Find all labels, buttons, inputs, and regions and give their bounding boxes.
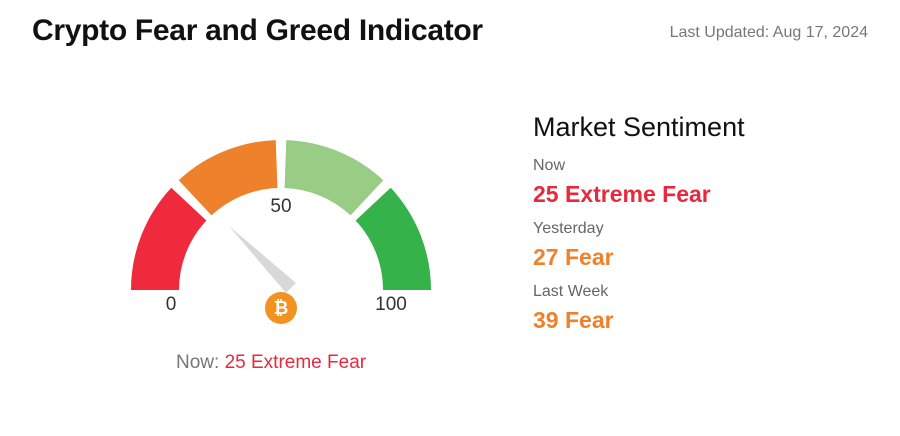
sentiment-value: 39 Fear bbox=[533, 307, 745, 334]
sentiment-item: Now 25 Extreme Fear bbox=[533, 157, 745, 208]
gauge-caption: Now: 25 Extreme Fear bbox=[176, 352, 366, 374]
last-updated: Last Updated: Aug 17, 2024 bbox=[669, 24, 868, 41]
sentiment-classification: Extreme Fear bbox=[564, 181, 711, 207]
sentiment-value: 25 Extreme Fear bbox=[533, 181, 745, 208]
gauge-band bbox=[131, 187, 207, 290]
bitcoin-symbol: ₿ bbox=[274, 298, 289, 318]
sentiment-label: Last Week bbox=[533, 283, 609, 300]
sentiment-title: Market Sentiment bbox=[533, 112, 745, 142]
bitcoin-icon bbox=[265, 292, 297, 324]
sentiment-number: 25 bbox=[533, 181, 559, 207]
gauge-tick-label: 0 bbox=[166, 294, 177, 315]
sentiment-label: Now bbox=[533, 157, 566, 174]
gauge-needle bbox=[228, 225, 296, 293]
gauge-band bbox=[178, 140, 278, 216]
sentiment-number: 27 bbox=[533, 244, 559, 270]
gauge-band bbox=[284, 140, 384, 216]
sentiment-classification: Fear bbox=[564, 244, 614, 270]
caption-classification: Extreme Fear bbox=[251, 352, 367, 373]
sentiment-item: Yesterday 27 Fear bbox=[533, 220, 745, 271]
page-title: Crypto Fear and Greed Indicator bbox=[32, 14, 483, 47]
sentiment-item: Last Week 39 Fear bbox=[533, 283, 745, 334]
sentiment-panel: Market Sentiment Now 25 Extreme Fear Yeste… bbox=[533, 112, 745, 346]
sentiment-label: Yesterday bbox=[533, 220, 604, 237]
sentiment-list: Now 25 Extreme Fear Yesterday 27 Fear Last W… bbox=[533, 157, 745, 334]
sentiment-number: 39 bbox=[533, 307, 559, 333]
gauge-tick-label: 100 bbox=[375, 294, 407, 315]
sentiment-value: 27 Fear bbox=[533, 244, 745, 271]
gauge-chart: 0 50 100 ₿ bbox=[131, 140, 431, 324]
sentiment-classification: Fear bbox=[564, 307, 614, 333]
caption-value: 25 bbox=[224, 352, 246, 373]
gauge-band bbox=[355, 187, 431, 290]
gauge-tick-label: 50 bbox=[270, 196, 291, 217]
caption-prefix: Now: bbox=[176, 352, 220, 373]
